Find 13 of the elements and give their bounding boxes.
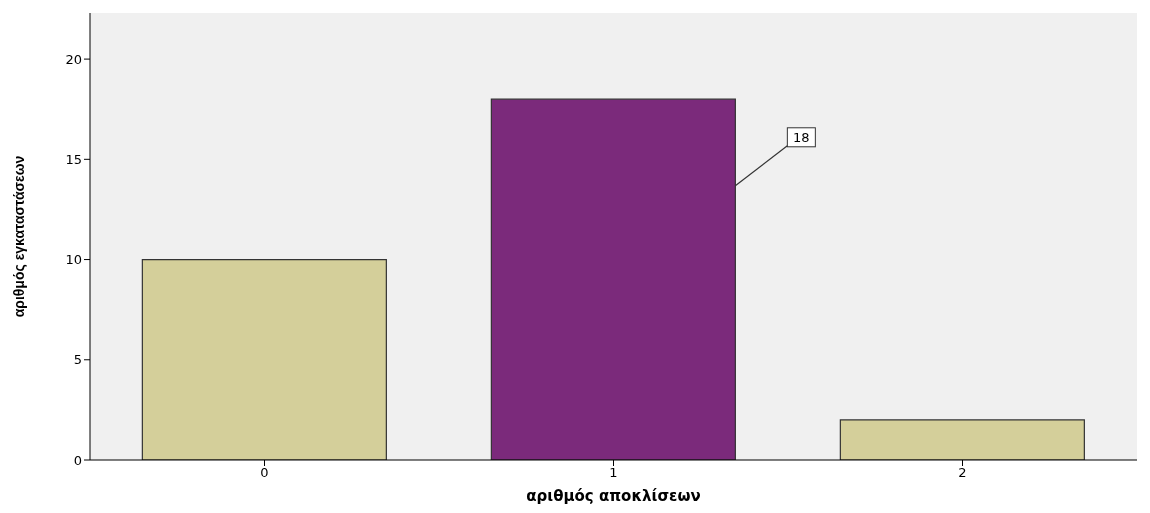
y-tick-label: 10	[65, 252, 82, 268]
y-tick-label: 20	[65, 51, 82, 67]
x-tick-label: 2	[958, 465, 967, 481]
y-axis-title: αριθμός εγκαταστάσεων	[11, 155, 27, 318]
y-tick-label: 5	[73, 352, 82, 368]
x-tick-label: 1	[609, 465, 618, 481]
x-axis-title: αριθμός αποκλίσεων	[526, 487, 701, 505]
bar	[839, 419, 1085, 460]
y-tick-label: 0	[73, 452, 82, 468]
bar	[141, 258, 387, 460]
data-label: 18	[793, 129, 810, 145]
x-tick-label: 0	[260, 465, 269, 481]
y-tick-label: 15	[65, 151, 82, 167]
